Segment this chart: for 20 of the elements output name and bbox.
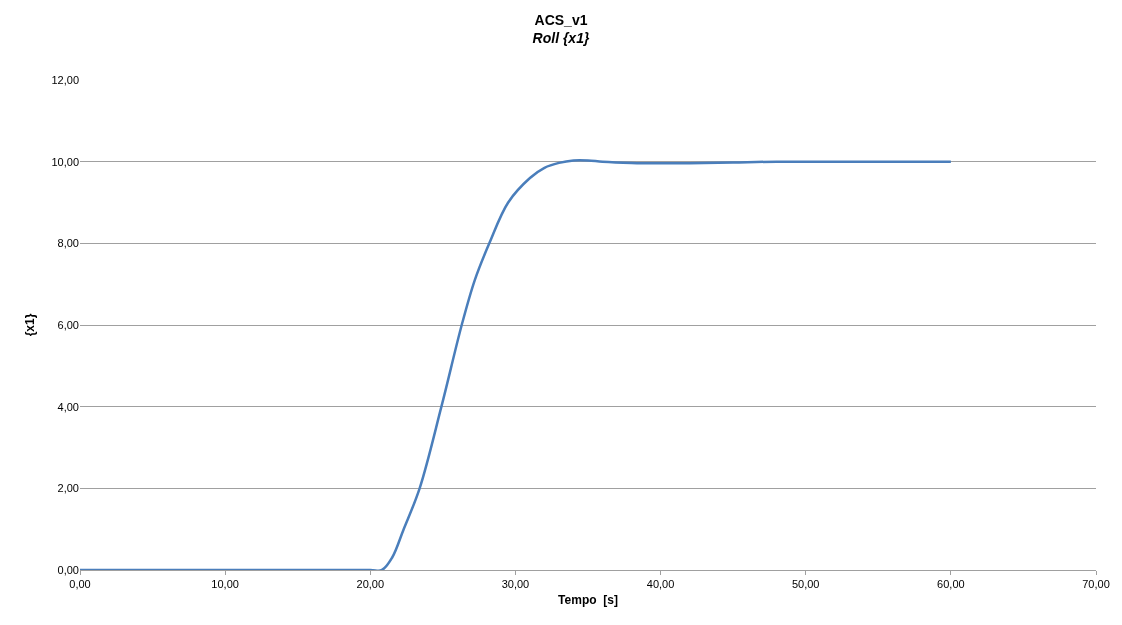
x-tick-label: 60,00 bbox=[937, 578, 965, 591]
x-tick-label: 70,00 bbox=[1082, 578, 1110, 591]
y-tick-label: 6,00 bbox=[57, 318, 79, 331]
y-tick-label: 10,00 bbox=[51, 155, 79, 168]
x-tick-label: 50,00 bbox=[791, 578, 820, 591]
x-tick-label: 30,00 bbox=[501, 578, 530, 591]
x-tick-label: 0,00 bbox=[69, 578, 91, 591]
y-tick-label: 4,00 bbox=[57, 400, 79, 413]
y-tick-label: 12,00 bbox=[51, 73, 79, 86]
chart-subtitle: Roll {x1} bbox=[532, 30, 590, 47]
chart-title: ACS_v1 bbox=[534, 12, 588, 28]
x-tick-label: 10,00 bbox=[211, 578, 239, 591]
y-tick-label: 8,00 bbox=[57, 237, 79, 250]
x-tick-label: 20,00 bbox=[356, 578, 385, 591]
y-tick-label: 0,00 bbox=[57, 563, 79, 576]
x-tick-label: 40,00 bbox=[646, 578, 675, 591]
y-axis-title: {x1} bbox=[22, 313, 37, 337]
line-series bbox=[80, 159, 953, 570]
x-axis-title: Tempo [s] bbox=[558, 593, 618, 608]
y-tick-label: 2,00 bbox=[57, 482, 79, 495]
